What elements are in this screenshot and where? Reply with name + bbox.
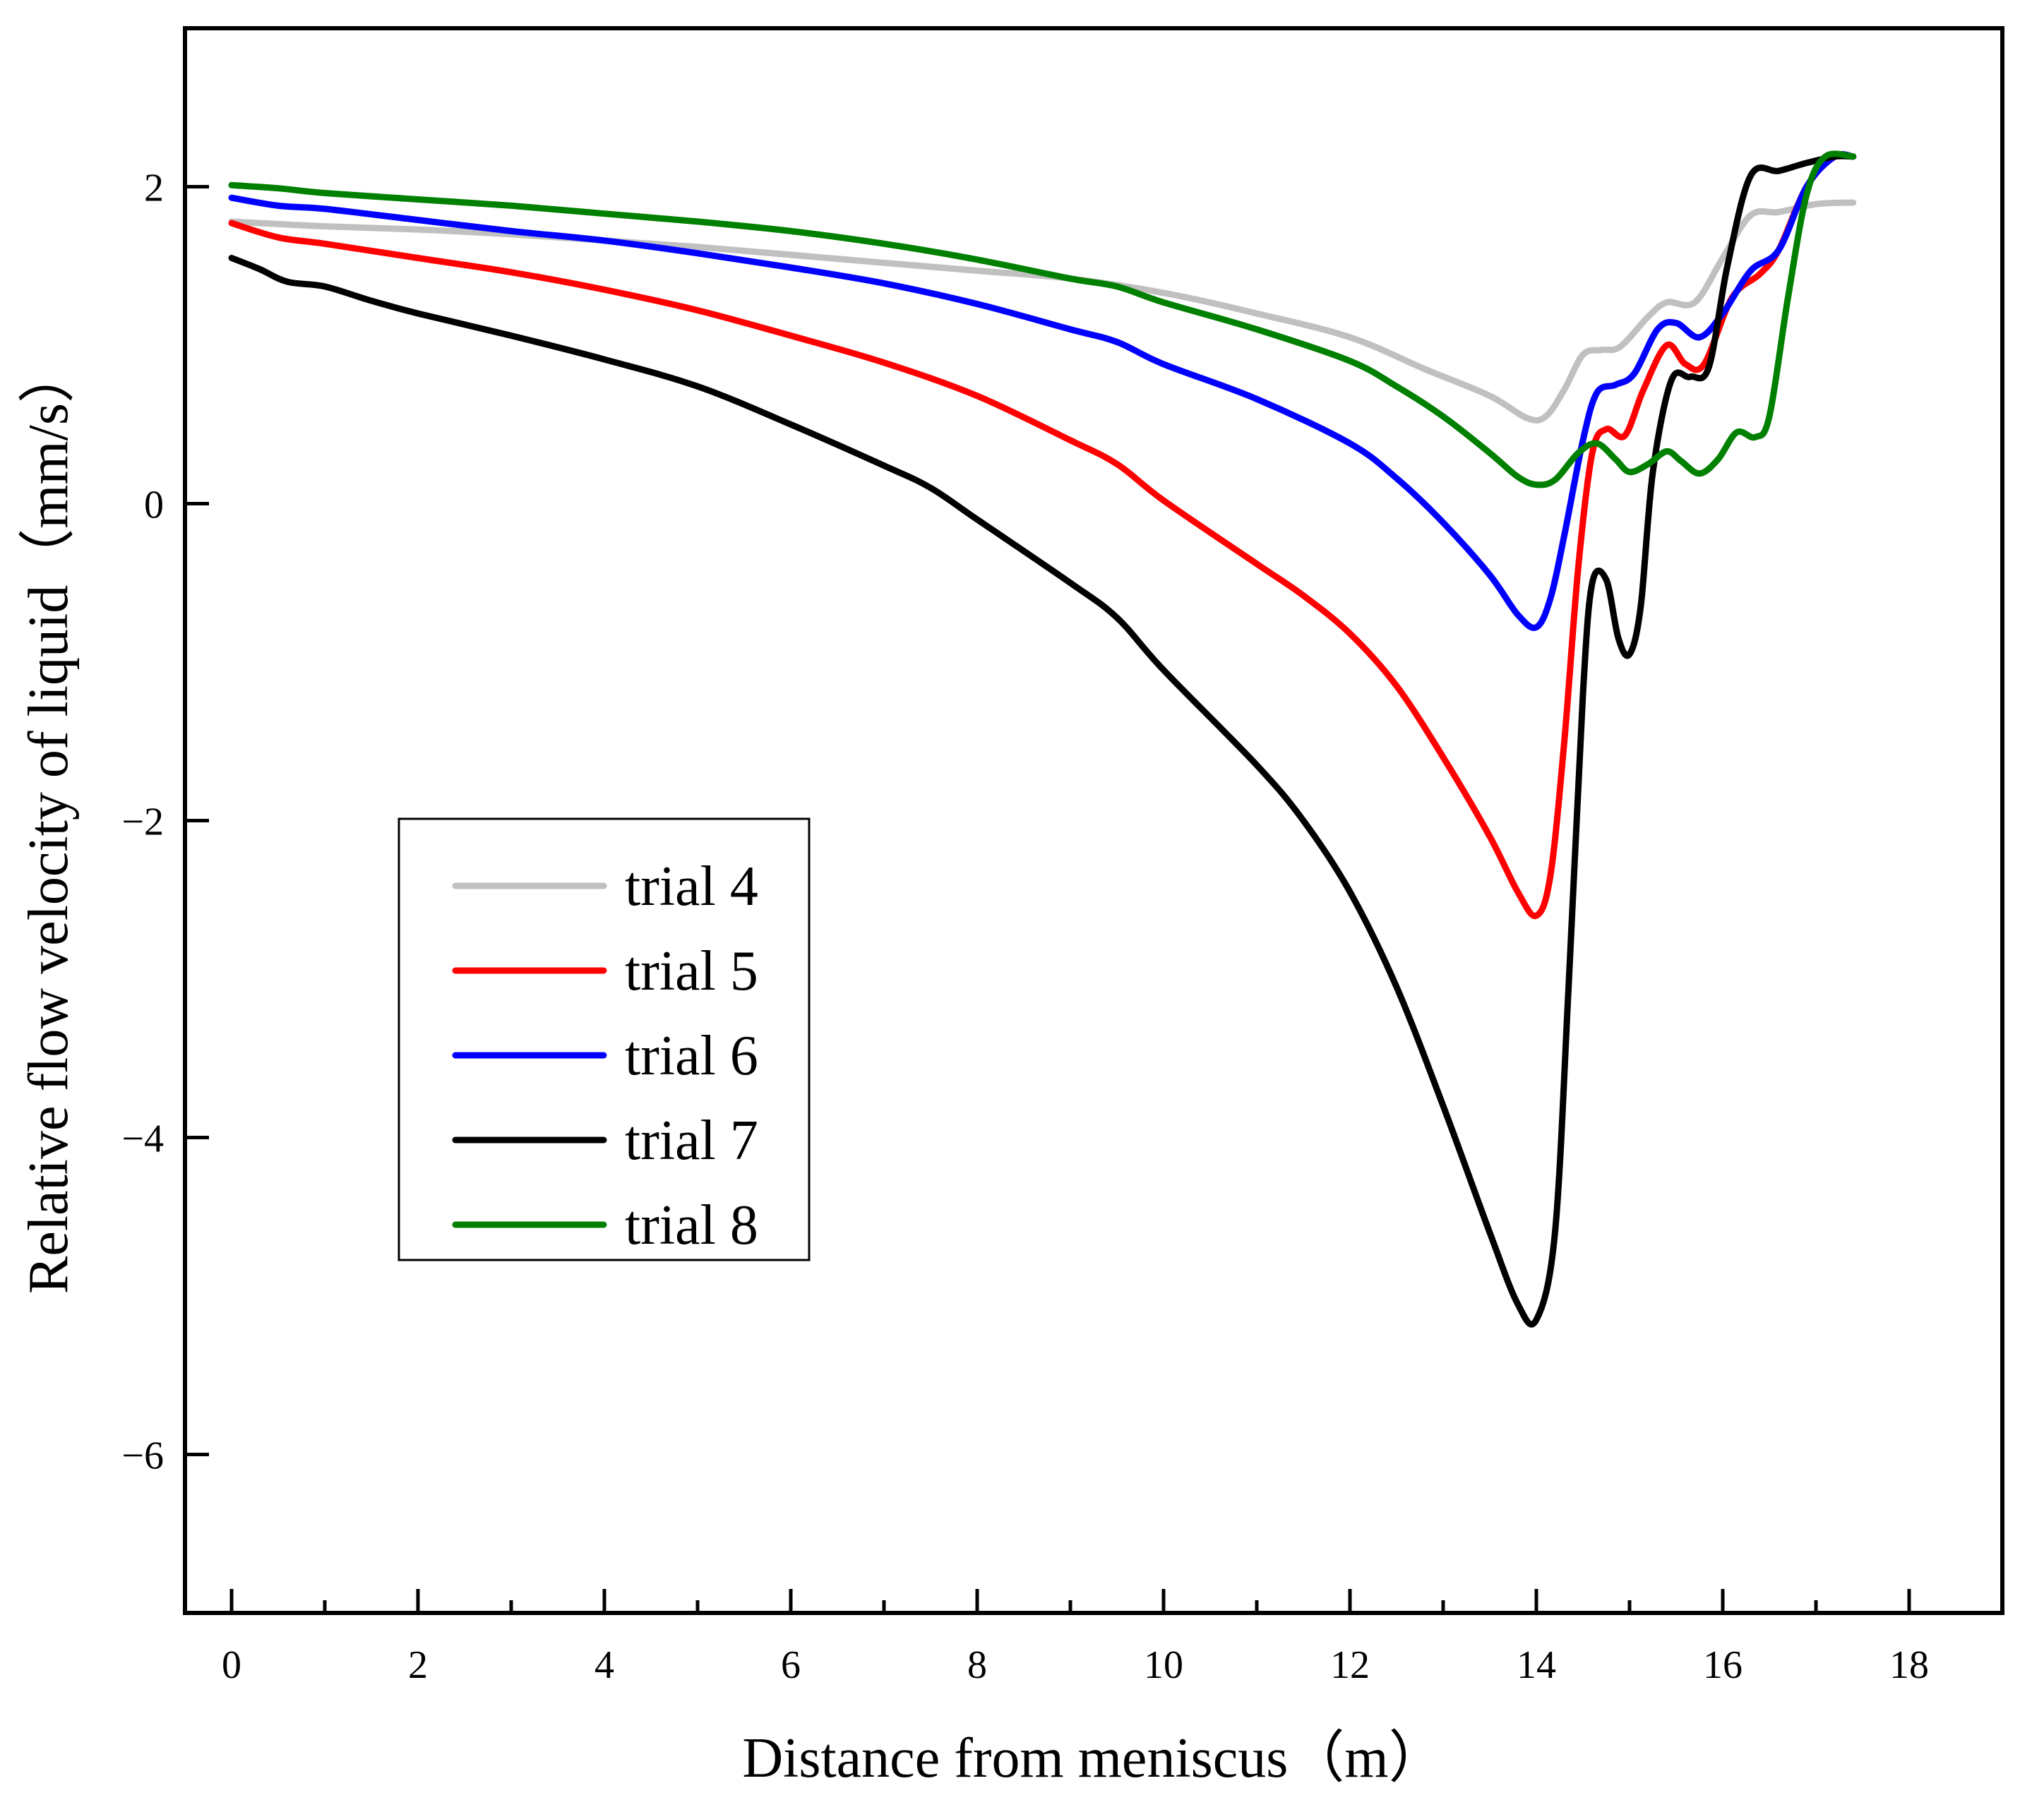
legend-label-trial-6: trial 6: [625, 1025, 758, 1087]
legend-label-trial-8: trial 8: [625, 1194, 758, 1256]
x-tick-label: 18: [1889, 1643, 1929, 1687]
legend-label-trial-7: trial 7: [625, 1110, 758, 1172]
y-axis-ticks: −6 −4 −2 0 2: [121, 167, 209, 1478]
series-line-trial-5: [228, 151, 1857, 920]
x-tick-label: 12: [1330, 1643, 1370, 1687]
y-tick-label: 2: [144, 167, 164, 210]
y-tick-label: −4: [121, 1117, 164, 1161]
y-tick-label: −6: [121, 1434, 164, 1478]
x-tick-label: 16: [1703, 1643, 1743, 1687]
x-axis-ticks: 0 2 4 6 8 10 12 14 16 18: [222, 1589, 1929, 1687]
y-tick-label: 0: [144, 484, 164, 527]
x-tick-label: 10: [1144, 1643, 1183, 1687]
legend-frame: [398, 817, 811, 1261]
x-tick-label: 14: [1517, 1643, 1556, 1687]
x-axis-title: Distance from meniscus（m）: [742, 1727, 1445, 1789]
legend: trial 4 trial 5 trial 6 trial 7 trial 8: [398, 817, 811, 1261]
series-layer: [228, 150, 1857, 1328]
x-tick-label: 2: [408, 1643, 428, 1687]
x-tick-label: 4: [594, 1643, 614, 1687]
series-line-trial-8: [228, 150, 1857, 488]
series-line-trial-6: [228, 151, 1857, 631]
y-tick-label: −2: [121, 800, 164, 844]
legend-label-trial-5: trial 5: [625, 940, 758, 1002]
x-tick-label: 0: [222, 1643, 241, 1687]
x-tick-label: 8: [967, 1643, 987, 1687]
legend-items: trial 4 trial 5 trial 6 trial 7 trial 8: [452, 856, 758, 1256]
legend-label-trial-4: trial 4: [625, 856, 758, 918]
series-line-trial-7: [228, 152, 1857, 1328]
x-tick-label: 6: [781, 1643, 801, 1687]
y-axis-title: Relative flow velocity of liquid（mm/s）: [18, 347, 80, 1294]
